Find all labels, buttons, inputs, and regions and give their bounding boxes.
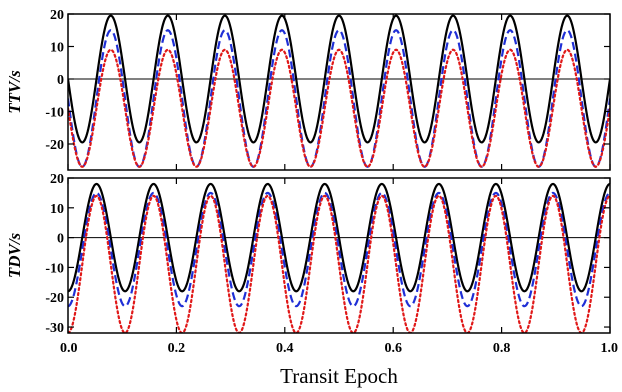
y-tick-label: -20	[45, 138, 64, 153]
x-tick-label: 0.8	[493, 341, 511, 356]
series-group	[68, 14, 610, 168]
y-tick-label: -30	[45, 321, 64, 336]
series-line-dotted	[68, 48, 610, 168]
series-line-solid	[68, 182, 610, 293]
series-line-dashed	[68, 191, 610, 308]
x-tick-label: 1.0	[601, 341, 619, 356]
y-tick-label: 10	[50, 202, 64, 217]
plot-frame	[67, 177, 611, 334]
y-tick-label: 0	[57, 73, 64, 88]
y-axis-label: TDV/s	[5, 232, 24, 278]
y-tick-label: 10	[50, 41, 64, 56]
panel-bottom: 20 10 0 -10 -20 -30 0.0 0.2 0.4 0.6 0.8 1.0 TDV/s Tra…	[5, 172, 618, 388]
y-tick-label: -10	[45, 106, 64, 121]
y-axis-label: TTV/s	[5, 70, 24, 114]
y-tick-label: 20	[50, 8, 64, 23]
x-tick-label: 0.2	[168, 341, 186, 356]
y-tick-label: -10	[45, 261, 64, 276]
series-line-dashed	[68, 29, 610, 168]
y-tick-label: 0	[57, 232, 64, 247]
series-line-dotted	[68, 194, 610, 333]
plot-frame	[67, 13, 611, 171]
series-group	[68, 182, 610, 333]
y-tick-label: -20	[45, 291, 64, 306]
panel-top: 20 10 0 -10 -20 TTV/s	[5, 8, 611, 171]
x-tick-label: 0.6	[384, 341, 402, 356]
y-tick-label: 20	[50, 172, 64, 187]
series-line-solid	[68, 14, 610, 144]
x-tick-label: 0.0	[60, 341, 78, 356]
x-tick-label: 0.4	[276, 341, 294, 356]
x-axis-label: Transit Epoch	[280, 364, 398, 388]
